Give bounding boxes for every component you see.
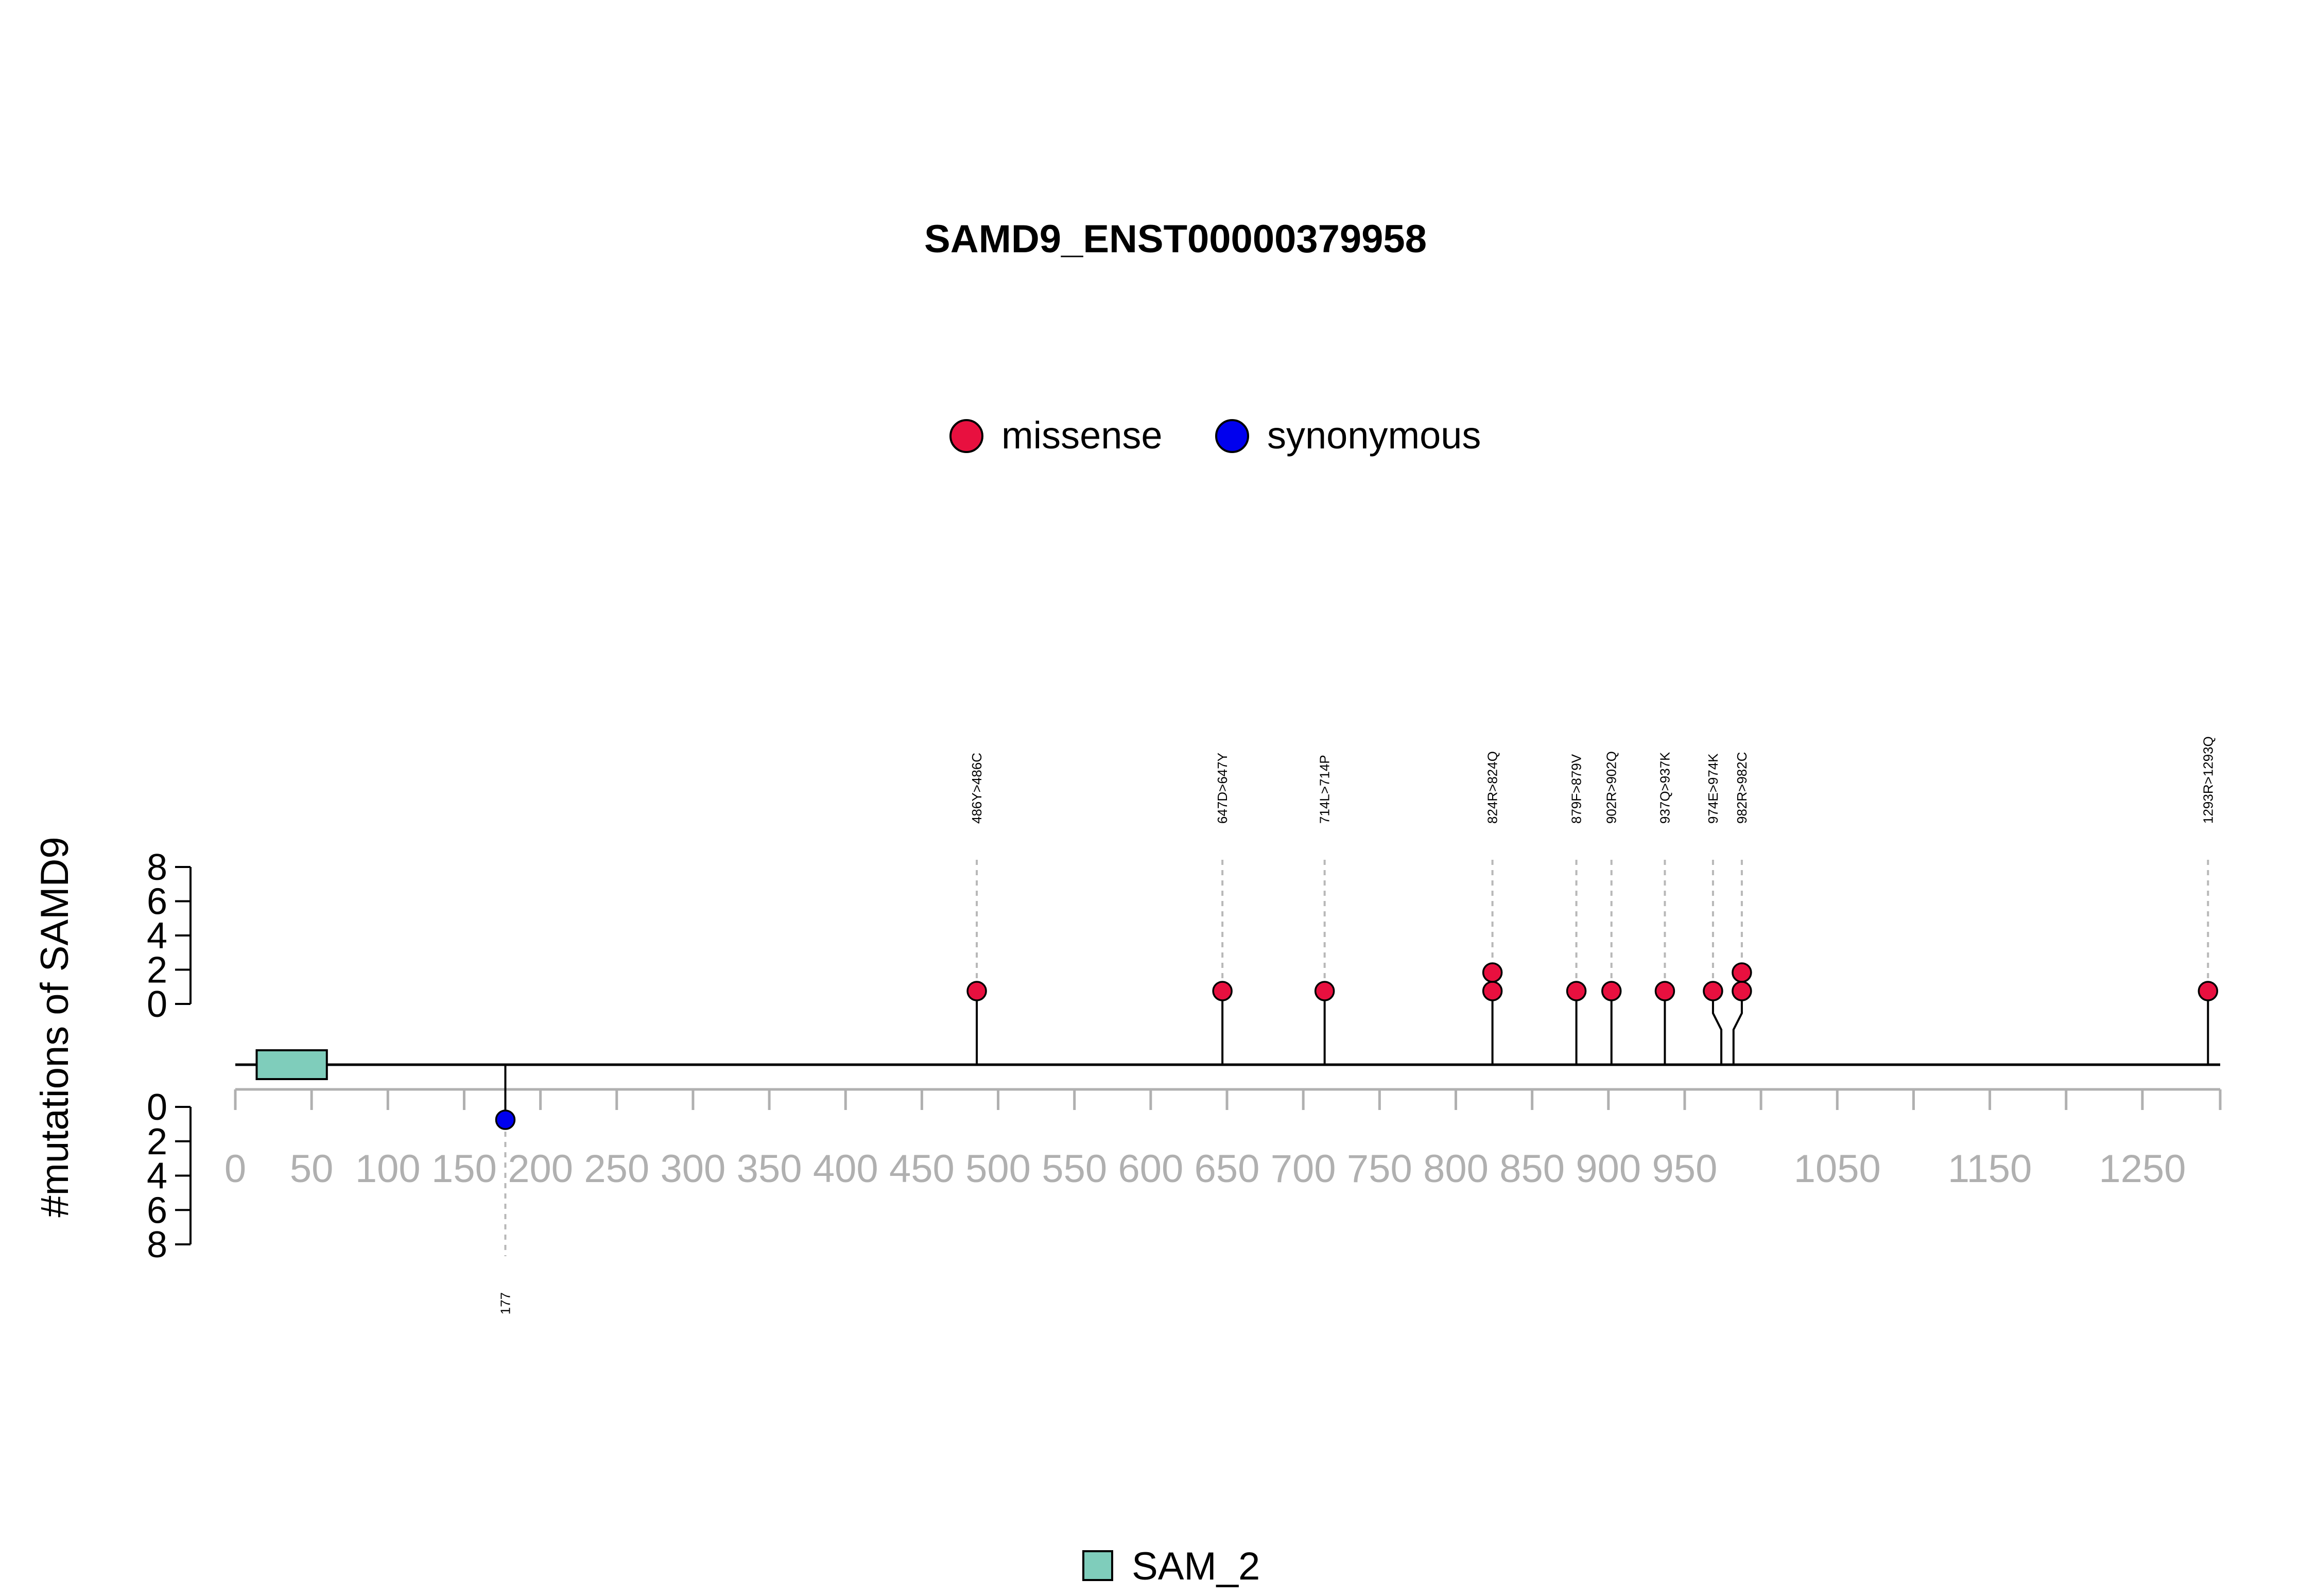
x-tick-label: 1150 (1948, 1147, 2032, 1191)
mutation-label: 879F>879V (1569, 754, 1584, 824)
chart-title: SAMD9_ENST00000379958 (924, 217, 1427, 261)
y-tick-label: 4 (147, 1156, 167, 1197)
mutation-legend: missense synonymous (949, 414, 1481, 457)
x-tick-label: 350 (737, 1147, 802, 1191)
y-tick-label: 6 (147, 881, 167, 923)
lollipop-dot-missense (1703, 981, 1723, 1001)
x-tick-label: 250 (584, 1147, 649, 1191)
mutation-labels: 486Y>486C 647D>647Y 714L>714P 824R>824Q 879F… (497, 736, 2216, 1314)
x-tick-label: 550 (1042, 1147, 1107, 1191)
x-tick-label: 750 (1347, 1147, 1412, 1191)
legend-label-sam-2: SAM_2 (1132, 1545, 1260, 1588)
lollipop-stem (1711, 991, 1723, 1065)
legend-label-synonymous: synonymous (1267, 414, 1481, 457)
x-tick-label: 450 (889, 1147, 955, 1191)
domain-sam-2 (255, 1049, 328, 1080)
lollipop-dot-missense (1732, 962, 1752, 983)
x-tick-label: 50 (290, 1147, 334, 1191)
guide-lines (504, 860, 2209, 1256)
x-tick-label: 600 (1118, 1147, 1183, 1191)
lollipop-dot-synonymous (495, 1109, 516, 1130)
lollipop-dot-missense (1314, 981, 1335, 1001)
lollipops (495, 962, 2219, 1130)
x-axis: 0 50 100 150 200 250 300 350 400 450 500 550 600 650 7… (224, 1088, 2222, 1191)
y-tick-label: 8 (147, 1224, 167, 1265)
x-tick-label: 800 (1423, 1147, 1489, 1191)
legend-swatch-missense (949, 419, 983, 453)
mutation-label: 647D>647Y (1215, 753, 1230, 824)
lollipop-dot-missense (966, 981, 987, 1001)
x-tick-label: 1250 (2099, 1147, 2186, 1191)
legend-swatch-synonymous (1215, 419, 1249, 453)
y-tick-label: 4 (147, 915, 167, 957)
y-tick-label: 0 (147, 984, 167, 1025)
x-tick-label: 850 (1499, 1147, 1565, 1191)
x-tick-label: 700 (1271, 1147, 1336, 1191)
lollipop-dot-missense (1482, 962, 1503, 983)
x-tick-label: 150 (431, 1147, 497, 1191)
lollipop-dot-missense (1601, 981, 1622, 1001)
lollipop-stem (1732, 991, 1743, 1065)
mutation-label: 824R>824Q (1485, 751, 1500, 824)
x-tick-label: 500 (965, 1147, 1031, 1191)
x-tick-label: 950 (1652, 1147, 1718, 1191)
y-tick-label: 2 (147, 1121, 167, 1163)
mutation-label: 982R>982C (1734, 752, 1750, 824)
x-tick-label: 400 (813, 1147, 878, 1191)
x-tick-label: 300 (661, 1147, 726, 1191)
mutation-label: 902R>902Q (1604, 751, 1619, 824)
mutation-label: 1293R>1293Q (2200, 736, 2216, 824)
lollipop-dot-missense (1732, 981, 1752, 1001)
x-tick-label: 0 (224, 1147, 246, 1191)
legend-swatch-sam-2 (1082, 1550, 1113, 1581)
mutation-label: 486Y>486C (969, 753, 984, 824)
lollipop-dot-missense (1654, 981, 1675, 1001)
y-tick-label: 8 (147, 847, 167, 888)
y-axis-label: #mutations of SAMD9 (33, 837, 77, 1217)
lollipop-dot-missense (1566, 981, 1587, 1001)
domain-legend: SAM_2 (1082, 1545, 1260, 1588)
x-tick-label: 900 (1576, 1147, 1641, 1191)
lollipop-dot-missense (1212, 981, 1233, 1001)
x-tick-label: 200 (508, 1147, 573, 1191)
y-tick-label: 0 (147, 1087, 167, 1128)
mutation-label: 974E>974K (1705, 753, 1721, 824)
mutation-label: 937Q>937K (1657, 752, 1672, 824)
y-tick-label: 2 (147, 950, 167, 991)
x-tick-label: 1050 (1794, 1147, 1881, 1191)
lollipop-dot-missense (1482, 981, 1503, 1001)
y-tick-label: 6 (147, 1190, 167, 1231)
legend-label-missense: missense (1001, 414, 1163, 457)
x-tick-label: 100 (355, 1147, 421, 1191)
lollipop-dot-missense (2198, 981, 2219, 1001)
mutation-label: 714L>714P (1317, 755, 1333, 824)
x-tick-label: 650 (1195, 1147, 1260, 1191)
domains (255, 1049, 328, 1080)
mutation-label: 177 (497, 1292, 513, 1314)
